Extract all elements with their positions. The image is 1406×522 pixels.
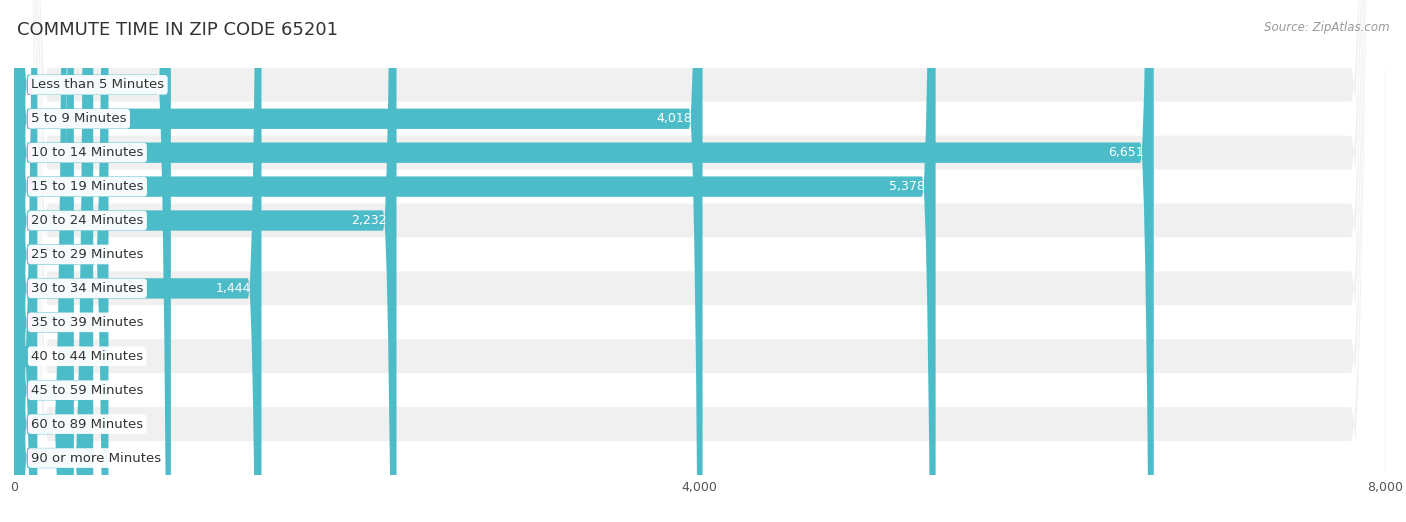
Text: 4,018: 4,018 (657, 112, 692, 125)
Text: 5,378: 5,378 (890, 180, 925, 193)
FancyBboxPatch shape (14, 0, 1385, 522)
FancyBboxPatch shape (14, 0, 1385, 522)
Text: 30 to 34 Minutes: 30 to 34 Minutes (31, 282, 143, 295)
Text: Source: ZipAtlas.com: Source: ZipAtlas.com (1264, 21, 1389, 34)
Text: 90 or more Minutes: 90 or more Minutes (31, 452, 162, 465)
Text: 60 to 89 Minutes: 60 to 89 Minutes (31, 418, 143, 431)
Text: 349: 349 (86, 316, 110, 329)
FancyBboxPatch shape (14, 0, 93, 522)
FancyBboxPatch shape (14, 0, 1385, 522)
Text: 1,444: 1,444 (215, 282, 252, 295)
FancyBboxPatch shape (14, 0, 1385, 522)
FancyBboxPatch shape (14, 0, 1385, 522)
FancyBboxPatch shape (14, 0, 1385, 522)
Text: 45 to 59 Minutes: 45 to 59 Minutes (31, 384, 143, 397)
FancyBboxPatch shape (14, 0, 1385, 522)
Text: Less than 5 Minutes: Less than 5 Minutes (31, 78, 165, 91)
FancyBboxPatch shape (14, 0, 108, 522)
Text: 25 to 29 Minutes: 25 to 29 Minutes (31, 248, 143, 261)
FancyBboxPatch shape (14, 0, 75, 522)
FancyBboxPatch shape (14, 0, 1385, 522)
Text: 915: 915 (136, 78, 160, 91)
FancyBboxPatch shape (14, 0, 1385, 522)
FancyBboxPatch shape (14, 0, 1385, 522)
Text: 40 to 44 Minutes: 40 to 44 Minutes (31, 350, 143, 363)
Text: 136: 136 (49, 350, 73, 363)
FancyBboxPatch shape (14, 0, 66, 522)
FancyBboxPatch shape (14, 0, 172, 522)
Text: 462: 462 (59, 384, 83, 397)
Text: 10 to 14 Minutes: 10 to 14 Minutes (31, 146, 143, 159)
Text: 35 to 39 Minutes: 35 to 39 Minutes (31, 316, 143, 329)
Text: 551: 551 (75, 248, 98, 261)
FancyBboxPatch shape (14, 0, 396, 522)
FancyBboxPatch shape (14, 0, 703, 522)
Text: 5 to 9 Minutes: 5 to 9 Minutes (31, 112, 127, 125)
Text: 15 to 19 Minutes: 15 to 19 Minutes (31, 180, 143, 193)
Text: COMMUTE TIME IN ZIP CODE 65201: COMMUTE TIME IN ZIP CODE 65201 (17, 21, 337, 39)
FancyBboxPatch shape (14, 0, 1385, 522)
Text: 6,651: 6,651 (1108, 146, 1143, 159)
FancyBboxPatch shape (14, 0, 262, 522)
FancyBboxPatch shape (14, 0, 38, 522)
Text: 2,232: 2,232 (350, 214, 387, 227)
Text: 307: 307 (79, 418, 103, 431)
FancyBboxPatch shape (14, 0, 87, 522)
FancyBboxPatch shape (14, 0, 1154, 522)
FancyBboxPatch shape (14, 0, 1385, 522)
Text: 20 to 24 Minutes: 20 to 24 Minutes (31, 214, 143, 227)
Text: 430: 430 (53, 452, 77, 465)
FancyBboxPatch shape (14, 0, 935, 522)
